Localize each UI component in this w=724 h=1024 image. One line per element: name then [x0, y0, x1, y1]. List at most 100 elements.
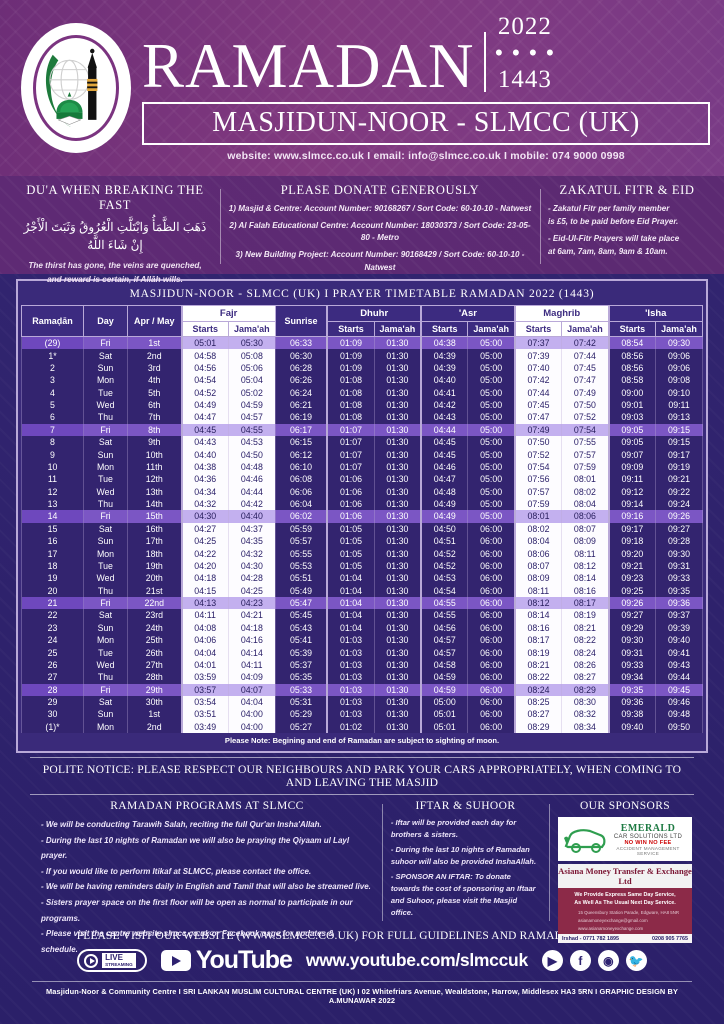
timetable-zone: MASJIDUN-NOOR - SLMCC (UK) I PRAYER TIME… — [0, 274, 724, 1024]
cell-isha_j: 09:22 — [655, 485, 703, 498]
cell-sunrise: 06:28 — [274, 361, 329, 375]
program-item: - We will be conducting Tarawih Salah, r… — [41, 820, 322, 829]
cell-asr_s: 04:52 — [420, 547, 469, 560]
cell-dhuhr_s: 01:08 — [326, 398, 375, 412]
cell-day: Fri — [83, 423, 128, 436]
cell-dhuhr_s: 01:06 — [326, 497, 375, 511]
sponsor2-address: 15 Queensbury Station Parade, Edgware, H… — [578, 910, 680, 916]
cell-mag_s: 07:50 — [514, 436, 563, 449]
group-header-asr: 'Asr — [420, 305, 516, 322]
cell-ram: 24 — [21, 634, 84, 647]
youtube-row: LIVE STREAMING YouTube www.youtube.com/s… — [16, 944, 708, 981]
facebook-icon[interactable]: f — [569, 950, 591, 971]
cell-ram: 26 — [21, 658, 84, 672]
masjid-name-box: MASJIDUN-NOOR - SLMCC (UK) — [142, 101, 710, 145]
youtube-logo[interactable]: YouTube — [160, 946, 293, 975]
cell-dhuhr_j: 01:30 — [373, 708, 423, 721]
table-row: 23 Sun 24th 04:08 04:18 05:43 01:04 01:30 04:56 0… — [21, 621, 703, 634]
table-header: Ramaḍān Day Apr / May Fajr Sunrise Dhuhr… — [21, 305, 703, 337]
cell-date: 10th — [127, 448, 183, 461]
hijri-year: 1443 — [497, 66, 552, 94]
cell-date: 22nd — [127, 596, 183, 610]
cell-isha_j: 09:15 — [655, 423, 703, 436]
cell-mag_j: 07:59 — [561, 460, 610, 474]
cell-day: Tue — [83, 646, 128, 659]
instagram-icon[interactable]: ◉ — [597, 950, 619, 971]
twitter-icon[interactable]: 🐦 — [625, 950, 647, 971]
cell-fajr_s: 04:04 — [181, 646, 229, 659]
cell-isha_s: 09:14 — [608, 497, 657, 511]
cell-date: 7th — [127, 411, 183, 424]
polite-notice: POLITE NOTICE: PLEASE RESPECT OUR NEIGHB… — [30, 757, 694, 795]
col-header-maghrib-starts: Starts — [514, 321, 563, 337]
cell-asr_s: 04:57 — [420, 634, 469, 647]
cell-asr_j: 05:00 — [467, 473, 516, 486]
cell-dhuhr_s: 01:03 — [326, 708, 375, 721]
cell-asr_j: 06:00 — [467, 683, 516, 696]
cell-date: 4th — [127, 374, 183, 387]
cell-isha_j: 09:36 — [655, 596, 703, 610]
cell-day: Thu — [83, 411, 128, 424]
cell-day: Thu — [83, 497, 128, 511]
cell-fajr_j: 04:37 — [227, 522, 276, 535]
cell-mag_j: 08:22 — [561, 634, 610, 647]
cell-date: 23rd — [127, 609, 183, 622]
cell-dhuhr_s: 01:05 — [326, 522, 375, 535]
cell-isha_j: 09:35 — [655, 584, 703, 597]
cell-sunrise: 05:45 — [274, 609, 329, 622]
youtube-icon[interactable]: ▶ — [541, 950, 563, 971]
cell-ram: 8 — [21, 436, 84, 449]
cell-isha_j: 09:26 — [655, 510, 703, 523]
visit-website-bar: PLEASE VISIT OUR WEBSITE (WWW.SLMCC.CO.U… — [76, 930, 648, 942]
cell-dhuhr_s: 01:09 — [326, 361, 375, 375]
cell-mag_s: 08:27 — [514, 708, 563, 721]
col-header-fajr-jamaah: Jama'ah — [227, 321, 276, 337]
cell-mag_j: 08:09 — [561, 535, 610, 548]
cell-fajr_j: 04:50 — [227, 448, 276, 461]
cell-fajr_j: 04:55 — [227, 423, 276, 436]
cell-ram: 21 — [21, 596, 84, 610]
zakat-line1: - Zakatul Fitr per family member — [548, 204, 670, 213]
cell-dhuhr_j: 01:30 — [373, 547, 423, 560]
table-row: 26 Wed 27th 04:01 04:11 05:37 01:03 01:30 04:58 0… — [21, 658, 703, 672]
col-header-day: Day — [83, 305, 128, 337]
programs-heading: RAMADAN PROGRAMS AT SLMCC — [110, 800, 304, 812]
cell-mag_j: 08:26 — [561, 658, 610, 672]
cell-asr_j: 05:00 — [467, 336, 516, 350]
cell-mag_s: 07:57 — [514, 485, 563, 498]
cell-day: Tue — [83, 473, 128, 486]
table-row: 5 Wed 6th 04:49 04:59 06:21 01:08 01:30 04:42 05:… — [21, 398, 703, 412]
table-row: 28 Fri 29th 03:57 04:07 05:33 01:03 01:30 04:59 0… — [21, 683, 703, 696]
cell-isha_s: 08:58 — [608, 374, 657, 387]
table-row: 12 Wed 13th 04:34 04:44 06:06 01:06 01:30 04:48 0… — [21, 485, 703, 498]
table-row: 22 Sat 23rd 04:11 04:21 05:45 01:04 01:30 04:55 0… — [21, 609, 703, 622]
cell-dhuhr_s: 01:07 — [326, 423, 375, 436]
cell-mag_j: 07:44 — [561, 349, 610, 362]
cell-isha_j: 09:27 — [655, 522, 703, 535]
sponsor-card-asiana[interactable]: Asiana Money Transfer & Exchange Ltd We … — [558, 864, 692, 944]
cell-asr_s: 04:51 — [420, 535, 469, 548]
cell-isha_s: 09:07 — [608, 448, 657, 461]
cell-isha_j: 09:33 — [655, 572, 703, 585]
cell-fajr_j: 05:08 — [227, 349, 276, 362]
cell-mag_j: 08:12 — [561, 559, 610, 573]
cell-sunrise: 06:17 — [274, 423, 329, 436]
cell-dhuhr_s: 01:04 — [326, 609, 375, 622]
table-row: 8 Sat 9th 04:43 04:53 06:15 01:07 01:30 04:45 05:… — [21, 436, 703, 449]
cell-fajr_s: 04:56 — [181, 361, 229, 375]
youtube-url[interactable]: www.youtube.com/slmccuk — [305, 950, 528, 970]
cell-dhuhr_j: 01:30 — [373, 695, 423, 709]
cell-dhuhr_j: 01:30 — [373, 485, 423, 498]
cell-date: 28th — [127, 671, 183, 684]
cell-isha_j: 09:48 — [655, 708, 703, 721]
sponsor-card-emerald[interactable]: EMERALD CAR SOLUTIONS LTD NO WIN NO FEE … — [558, 817, 692, 861]
cell-sunrise: 05:31 — [274, 695, 329, 709]
cell-mag_s: 08:12 — [514, 596, 563, 610]
cell-asr_s: 04:40 — [420, 374, 469, 387]
cell-fajr_j: 04:23 — [227, 596, 276, 610]
cell-fajr_s: 04:15 — [181, 584, 229, 597]
cell-isha_j: 09:21 — [655, 473, 703, 486]
poster-header: RAMADAN 2022 • • • • 1443 MASJIDUN-NOOR … — [0, 0, 724, 176]
live-streaming-badge[interactable]: LIVE STREAMING — [77, 949, 147, 972]
cell-sunrise: 06:04 — [274, 497, 329, 511]
